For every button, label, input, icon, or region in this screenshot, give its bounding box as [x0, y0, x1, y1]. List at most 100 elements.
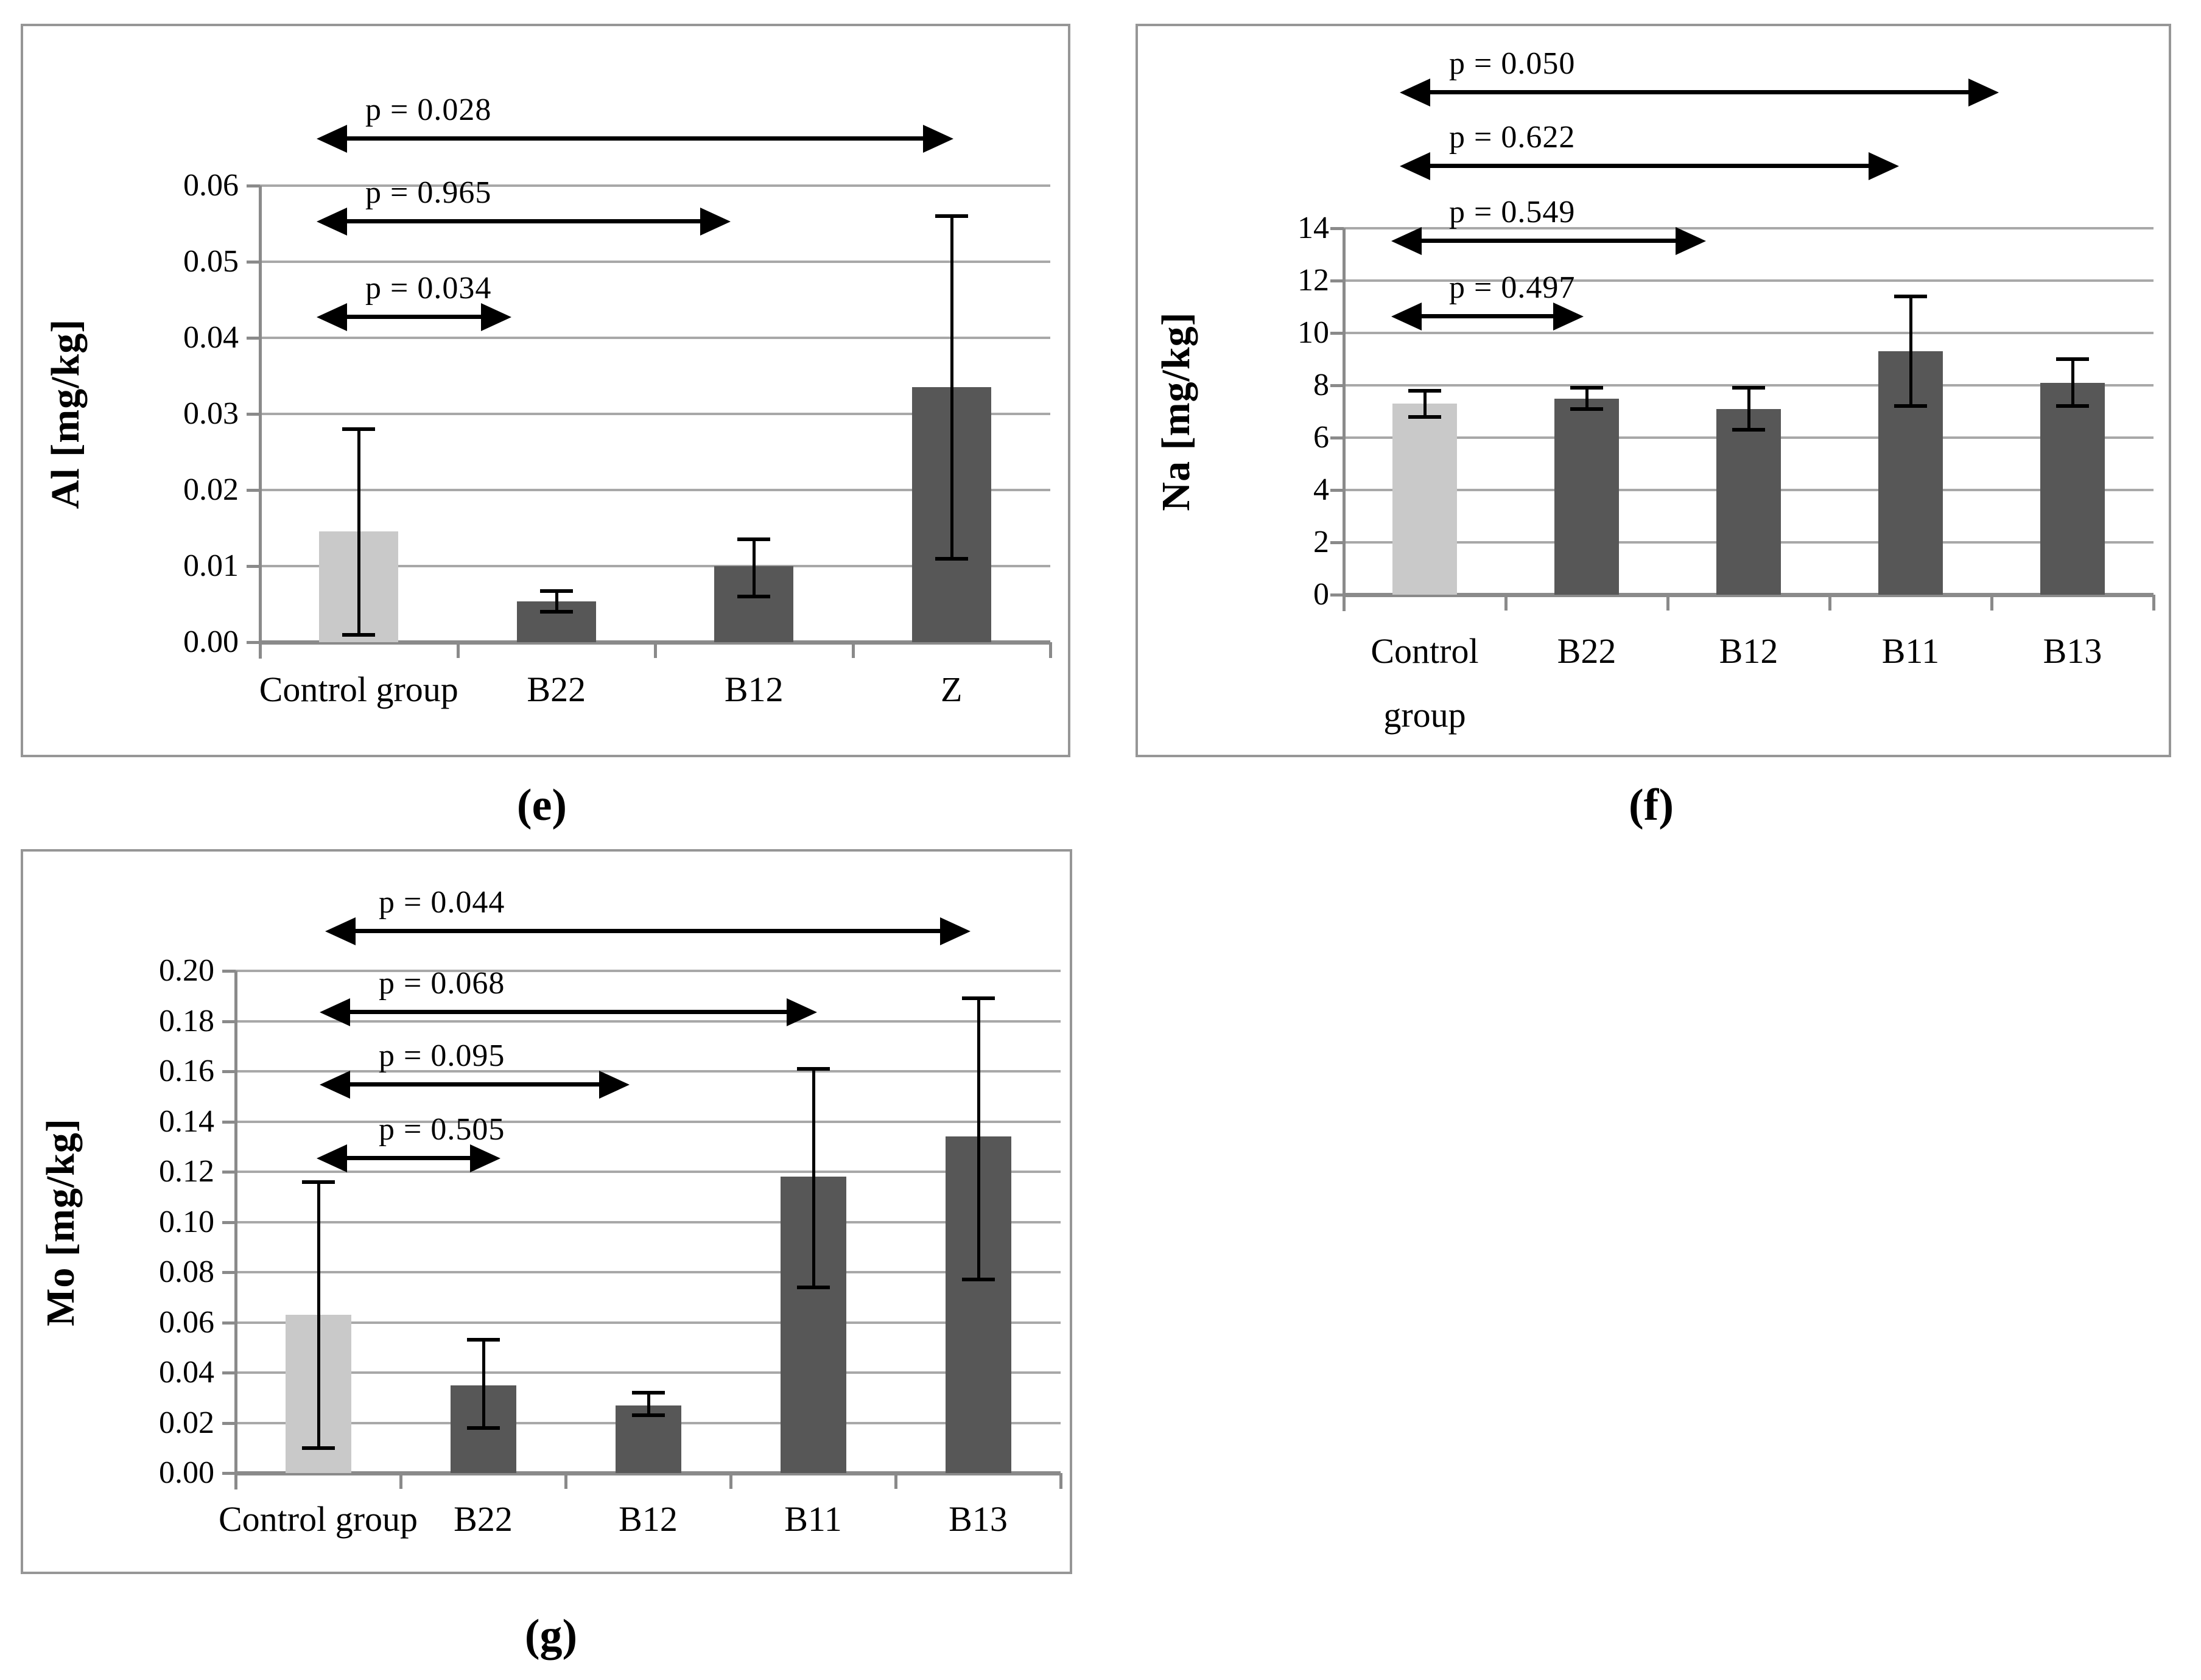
y-tick-label: 12	[1297, 263, 1329, 298]
error-bar-line	[950, 216, 953, 559]
p-value-arrowhead-left	[1400, 152, 1430, 180]
x-axis-tick	[1666, 595, 1669, 611]
y-axis-title-al: Al [mg/kg]	[43, 318, 88, 509]
y-axis-tick	[222, 1220, 236, 1224]
bar-control-group	[1392, 404, 1457, 595]
p-value-arrowhead-right	[1869, 152, 1899, 180]
p-value-arrow-line	[1418, 314, 1557, 318]
y-axis-tick	[222, 1472, 236, 1475]
p-value-arrow-line	[1427, 90, 1972, 94]
y-tick-label: 0.08	[159, 1255, 214, 1289]
gridline	[236, 970, 1061, 972]
y-tick-label: 6	[1313, 420, 1329, 455]
error-bar-cap-top	[631, 1391, 665, 1395]
y-tick-label: 0.00	[159, 1455, 214, 1490]
category-label-b22: B22	[454, 1499, 513, 1539]
gridline	[260, 565, 1050, 567]
category-label-b22: B22	[527, 670, 586, 709]
y-axis-tick	[247, 261, 260, 264]
error-bar-line	[647, 1393, 650, 1416]
category-label-b12: B12	[619, 1499, 678, 1539]
p-value-label: p = 0.622	[1449, 120, 1576, 155]
y-axis-tick	[222, 970, 236, 973]
panel-caption-f: (f)	[1629, 780, 1674, 830]
p-value-label: p = 0.044	[379, 885, 505, 920]
p-value-label: p = 0.095	[379, 1038, 505, 1073]
p-value-arrow-line	[1427, 164, 1872, 168]
category-label-control-group: Control group	[218, 1499, 418, 1539]
y-axis-tick	[247, 337, 260, 340]
y-axis-tick	[1330, 227, 1344, 230]
error-bar-line	[357, 429, 361, 635]
gridline	[260, 413, 1050, 415]
x-axis-tick	[729, 1473, 732, 1489]
error-bar-cap-bottom	[935, 556, 968, 561]
p-value-arrowhead-right	[481, 303, 511, 331]
p-value-label: p = 0.965	[365, 175, 492, 210]
p-value-arrowhead-left	[1391, 227, 1422, 255]
x-axis-tick	[851, 642, 855, 658]
p-value-label: p = 0.505	[379, 1112, 505, 1147]
p-value-arrowhead-right	[923, 125, 953, 153]
p-value-arrowhead-left	[1400, 79, 1430, 107]
gridline	[260, 489, 1050, 491]
error-bar-cap-bottom	[301, 1446, 335, 1450]
category-label-b11: B11	[1881, 631, 1940, 671]
x-axis-tick	[259, 642, 262, 658]
gridline	[1344, 593, 2154, 597]
category-label-b13: B13	[949, 1499, 1008, 1539]
p-value-arrowhead-right	[940, 917, 971, 945]
bar-b13	[2040, 382, 2105, 595]
p-value-label: p = 0.497	[1449, 270, 1576, 305]
error-bar-cap-bottom	[1732, 428, 1765, 432]
panel-caption-e: (e)	[516, 780, 567, 830]
x-axis-tick	[1990, 595, 1993, 611]
gridline	[236, 1321, 1061, 1324]
error-bar-line	[1423, 390, 1427, 417]
category-label-b13: B13	[2043, 631, 2102, 671]
error-bar-line	[482, 1340, 485, 1428]
p-value-arrow-line	[343, 1156, 474, 1160]
y-axis-title-mo: Mo [mg/kg]	[38, 1118, 83, 1326]
y-axis-tick	[247, 413, 260, 416]
p-value-label: p = 0.549	[1449, 195, 1576, 229]
p-value-arrowhead-left	[317, 208, 347, 236]
error-bar-cap-bottom	[737, 595, 771, 598]
error-bar-cap-bottom	[2056, 404, 2089, 408]
error-bar-cap-bottom	[1894, 404, 1927, 408]
p-value-label: p = 0.028	[365, 93, 492, 127]
error-bar-cap-top	[2056, 357, 2089, 361]
x-axis-tick	[1343, 595, 1346, 611]
gridline	[236, 1020, 1061, 1023]
y-tick-label: 0.18	[159, 1003, 214, 1038]
error-bar-line	[317, 1181, 320, 1448]
p-value-label: p = 0.068	[379, 966, 505, 1001]
p-value-arrowhead-right	[1553, 303, 1584, 331]
y-axis-tick	[222, 1171, 236, 1174]
y-axis-tick	[1330, 489, 1344, 492]
x-axis-tick	[234, 1473, 237, 1489]
gridline	[236, 1471, 1061, 1475]
y-axis-tick	[1330, 541, 1344, 544]
p-value-arrowhead-right	[1968, 79, 1999, 107]
error-bar-cap-top	[796, 1066, 830, 1071]
category-label-control-group: Control group	[259, 670, 458, 709]
gridline	[236, 1271, 1061, 1273]
x-axis-tick	[1828, 595, 1831, 611]
gridline	[260, 261, 1050, 263]
error-bar-line	[1585, 388, 1588, 409]
bar-b22	[1554, 398, 1619, 595]
p-value-arrowhead-left	[320, 998, 350, 1026]
gridline	[236, 1120, 1061, 1123]
y-tick-label: 0.12	[159, 1154, 214, 1189]
error-bar-cap-bottom	[1570, 407, 1603, 411]
error-bar-line	[812, 1068, 815, 1287]
error-bar-cap-top	[539, 589, 573, 593]
y-axis-tick	[1330, 279, 1344, 282]
y-tick-label: 0	[1313, 577, 1329, 612]
error-bar-cap-bottom	[342, 632, 376, 637]
y-axis-line	[1343, 228, 1346, 611]
y-tick-label: 0.14	[159, 1104, 214, 1139]
error-bar-line	[753, 539, 756, 597]
